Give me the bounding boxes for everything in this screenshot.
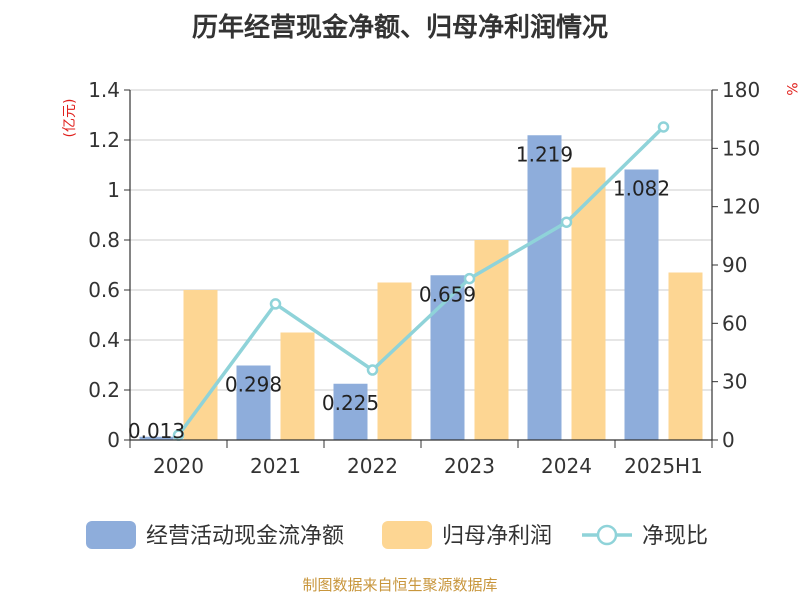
x-axis-tick-label: 2023	[444, 454, 495, 478]
cashflow-bar	[333, 383, 368, 440]
right-axis-tick-label: 90	[722, 253, 747, 277]
left-axis-tick-label: 0	[107, 428, 120, 452]
cashflow-bar	[624, 169, 659, 440]
ratio-point	[560, 216, 573, 228]
legend-swatch-ratio-marker	[596, 524, 618, 546]
net-profit-bar	[183, 290, 218, 440]
grid-lines	[130, 89, 712, 391]
right-axis-tick-label: 60	[722, 311, 747, 335]
net-profit-bar	[571, 167, 606, 440]
legend-label-cashflow: 经营活动现金流净额	[146, 524, 344, 549]
x-axis-tick-label: 2020	[153, 454, 204, 478]
legend-label-net-profit: 归母净利润	[442, 524, 552, 549]
bars-group	[139, 135, 703, 440]
axes: 0 0.2 0.4 0.6 0.8 1 1.2 1.4 0 30 60 90 120 150 180 2020…	[88, 78, 760, 478]
net-profit-bar	[668, 272, 703, 440]
right-axis-tick-label: 120	[722, 195, 760, 219]
left-axis-tick-label: 1.4	[88, 78, 120, 102]
ratio-point	[269, 298, 282, 310]
left-axis-tick-label: 0.8	[88, 228, 120, 252]
x-axis-tick-label: 2025H1	[624, 454, 703, 478]
left-axis-tick-label: 0.6	[88, 278, 120, 302]
x-axis-tick-label: 2022	[347, 454, 398, 478]
cashflow-data-label: 0.225	[322, 391, 379, 415]
ratio-line-group	[172, 121, 670, 441]
ratio-point	[463, 272, 476, 285]
right-axis-unit: %	[783, 82, 799, 95]
left-axis-tick-label: 1	[107, 178, 120, 202]
ratio-line	[177, 125, 665, 437]
left-axis-tick-label: 0.2	[88, 378, 120, 402]
cashflow-data-label: 0.659	[419, 282, 476, 306]
cashflow-bar	[527, 135, 562, 440]
ratio-point	[657, 121, 670, 133]
legend: 经营活动现金流净额 归母净利润 净现比	[86, 521, 708, 549]
legend-swatch-cashflow	[86, 521, 136, 549]
ratio-point	[366, 364, 379, 376]
right-axis-tick-label: 150	[722, 136, 760, 160]
cashflow-data-label: 1.082	[613, 177, 670, 201]
right-axis-tick-label: 30	[722, 370, 747, 394]
cashflow-data-label: 0.013	[128, 419, 185, 443]
cashflow-bar	[236, 365, 271, 440]
cashflow-data-label: 1.219	[516, 142, 573, 166]
legend-label-ratio: 净现比	[642, 524, 708, 549]
source-note: 制图数据来自恒生聚源数据库	[302, 576, 497, 594]
left-axis-tick-label: 0.4	[88, 328, 120, 352]
x-axis-tick-label: 2021	[250, 454, 301, 478]
net-profit-bar	[280, 332, 315, 440]
data-labels: 0.013 0.298 0.225 0.659 1.219 1.082	[128, 142, 670, 443]
cashflow-data-label: 0.298	[225, 373, 282, 397]
x-axis-tick-label: 2024	[541, 454, 592, 478]
right-axis-tick-label: 0	[722, 428, 735, 452]
left-axis-unit: (亿元)	[62, 99, 78, 138]
right-axis-tick-label: 180	[722, 78, 760, 102]
chart-title: 历年经营现金净额、归母净利润情况	[192, 12, 608, 43]
net-profit-bar	[474, 240, 509, 440]
left-axis-tick-label: 1.2	[88, 128, 120, 152]
cashflow-bar	[430, 275, 465, 440]
legend-swatch-net-profit	[382, 521, 432, 549]
cashflow-bar	[139, 436, 174, 440]
